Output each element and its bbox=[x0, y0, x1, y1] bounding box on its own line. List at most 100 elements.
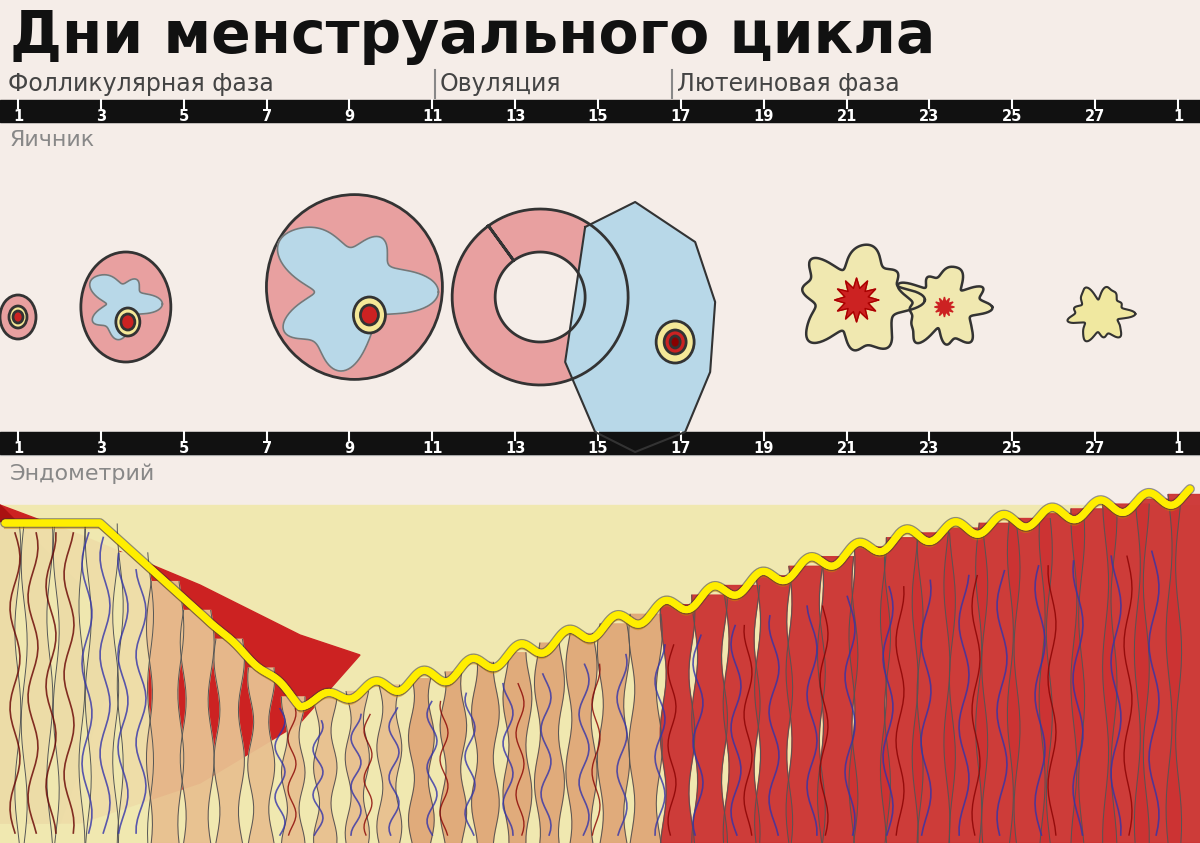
Text: 9: 9 bbox=[344, 109, 354, 124]
Text: 25: 25 bbox=[1002, 441, 1022, 456]
Text: 19: 19 bbox=[754, 441, 774, 456]
Text: 7: 7 bbox=[262, 441, 271, 456]
Text: Эндометрий: Эндометрий bbox=[10, 463, 155, 484]
Ellipse shape bbox=[266, 195, 443, 379]
Polygon shape bbox=[1068, 287, 1135, 341]
Polygon shape bbox=[180, 610, 214, 843]
Polygon shape bbox=[691, 595, 727, 843]
Text: 1: 1 bbox=[1172, 441, 1183, 456]
Ellipse shape bbox=[80, 252, 170, 362]
Polygon shape bbox=[803, 244, 925, 351]
Polygon shape bbox=[408, 679, 434, 843]
Ellipse shape bbox=[116, 308, 140, 336]
Polygon shape bbox=[1166, 495, 1200, 843]
Polygon shape bbox=[976, 524, 1020, 843]
Polygon shape bbox=[90, 275, 162, 340]
Polygon shape bbox=[834, 278, 878, 322]
Polygon shape bbox=[848, 547, 890, 843]
Polygon shape bbox=[14, 523, 59, 843]
Text: 7: 7 bbox=[262, 109, 271, 124]
Text: 1: 1 bbox=[13, 109, 23, 124]
Polygon shape bbox=[146, 582, 184, 843]
Bar bbox=[0, 455, 1200, 843]
Polygon shape bbox=[1103, 504, 1150, 843]
Polygon shape bbox=[0, 505, 360, 823]
Text: Дни менструального цикла: Дни менструального цикла bbox=[10, 8, 935, 65]
Ellipse shape bbox=[0, 295, 36, 339]
Text: Лютеиновая фаза: Лютеиновая фаза bbox=[677, 72, 900, 96]
Polygon shape bbox=[534, 643, 564, 843]
Polygon shape bbox=[565, 202, 715, 452]
Text: 21: 21 bbox=[836, 441, 857, 456]
Polygon shape bbox=[881, 538, 923, 843]
Text: Яичник: Яичник bbox=[10, 130, 95, 150]
Polygon shape bbox=[247, 668, 275, 843]
Bar bbox=[0, 100, 1200, 122]
Polygon shape bbox=[566, 634, 598, 843]
Polygon shape bbox=[503, 652, 532, 843]
Polygon shape bbox=[113, 553, 154, 843]
Polygon shape bbox=[629, 615, 662, 843]
Ellipse shape bbox=[354, 297, 385, 333]
Polygon shape bbox=[0, 523, 28, 843]
Polygon shape bbox=[440, 672, 467, 843]
Polygon shape bbox=[79, 524, 124, 843]
Text: 17: 17 bbox=[671, 441, 691, 456]
Ellipse shape bbox=[664, 330, 686, 354]
Polygon shape bbox=[660, 604, 695, 843]
Polygon shape bbox=[0, 505, 120, 823]
Polygon shape bbox=[944, 528, 988, 843]
Text: 13: 13 bbox=[505, 441, 526, 456]
Text: 1: 1 bbox=[1172, 109, 1183, 124]
Polygon shape bbox=[452, 209, 628, 385]
Polygon shape bbox=[755, 576, 793, 843]
Text: 11: 11 bbox=[422, 441, 443, 456]
Polygon shape bbox=[898, 266, 992, 345]
Text: 3: 3 bbox=[96, 441, 106, 456]
Text: 25: 25 bbox=[1002, 109, 1022, 124]
Bar bbox=[0, 122, 1200, 432]
Polygon shape bbox=[1039, 513, 1085, 843]
Text: 15: 15 bbox=[588, 109, 608, 124]
Text: 27: 27 bbox=[1085, 109, 1105, 124]
Ellipse shape bbox=[10, 306, 28, 328]
Text: 17: 17 bbox=[671, 109, 691, 124]
Text: Фолликулярная фаза: Фолликулярная фаза bbox=[8, 72, 274, 96]
Polygon shape bbox=[313, 698, 337, 843]
Polygon shape bbox=[1070, 509, 1117, 843]
Polygon shape bbox=[817, 556, 858, 843]
Text: 5: 5 bbox=[179, 109, 188, 124]
Text: 23: 23 bbox=[919, 109, 940, 124]
Text: 9: 9 bbox=[344, 441, 354, 456]
Polygon shape bbox=[1007, 518, 1052, 843]
Polygon shape bbox=[214, 639, 245, 843]
Text: 19: 19 bbox=[754, 109, 774, 124]
Polygon shape bbox=[47, 523, 91, 843]
Polygon shape bbox=[346, 691, 370, 843]
Polygon shape bbox=[472, 663, 499, 843]
Text: 27: 27 bbox=[1085, 441, 1105, 456]
Text: 21: 21 bbox=[836, 109, 857, 124]
Polygon shape bbox=[377, 685, 402, 843]
Ellipse shape bbox=[121, 314, 134, 330]
Text: 11: 11 bbox=[422, 109, 443, 124]
Polygon shape bbox=[277, 228, 438, 371]
Ellipse shape bbox=[670, 336, 680, 348]
Ellipse shape bbox=[360, 305, 378, 325]
Text: 13: 13 bbox=[505, 109, 526, 124]
Polygon shape bbox=[935, 297, 954, 317]
Polygon shape bbox=[282, 697, 305, 843]
Text: 1: 1 bbox=[13, 441, 23, 456]
Ellipse shape bbox=[656, 321, 694, 363]
Text: 15: 15 bbox=[588, 441, 608, 456]
Polygon shape bbox=[724, 586, 760, 843]
Bar bbox=[0, 432, 1200, 454]
Text: 23: 23 bbox=[919, 441, 940, 456]
Polygon shape bbox=[786, 566, 826, 843]
Text: 3: 3 bbox=[96, 109, 106, 124]
Polygon shape bbox=[1134, 499, 1182, 843]
Ellipse shape bbox=[13, 311, 23, 323]
Bar bbox=[0, 505, 1200, 843]
Text: Овуляция: Овуляция bbox=[440, 72, 562, 96]
Polygon shape bbox=[598, 624, 630, 843]
